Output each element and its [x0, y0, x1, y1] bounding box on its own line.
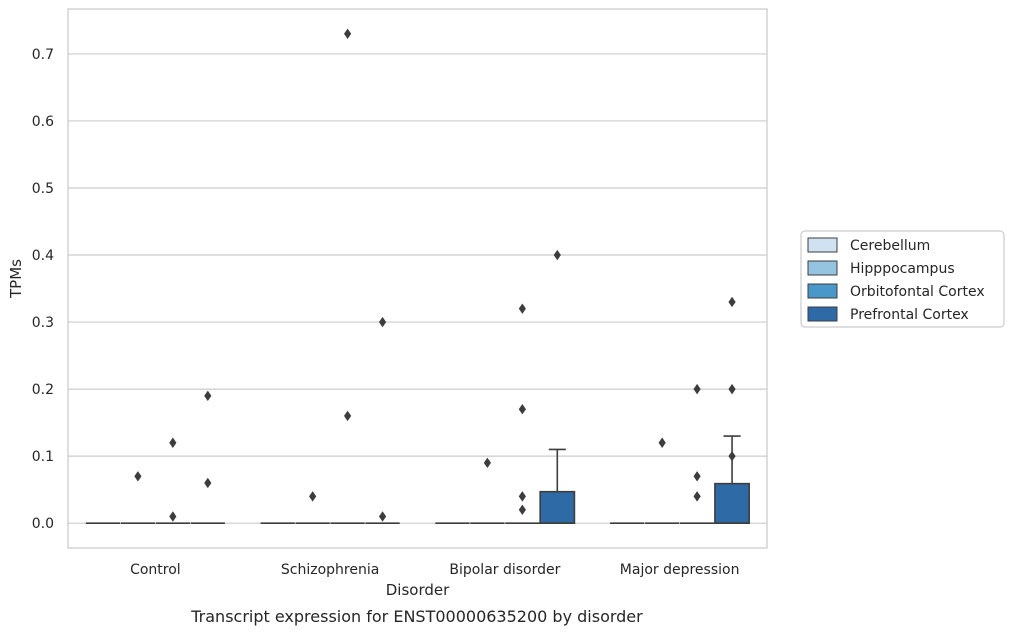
y-axis-ticks: 0.0 0.1 0.2 0.3 0.4 0.5 0.6 0.7	[32, 47, 54, 532]
outlier-point	[518, 404, 526, 415]
plot-frame	[67, 8, 768, 549]
y-tick-label: 0.7	[32, 47, 54, 63]
outlier-point	[728, 450, 736, 462]
x-axis-label: Disorder	[386, 581, 450, 599]
legend-label: Prefrontal Cortex	[850, 307, 969, 323]
outlier-point	[378, 511, 387, 522]
outlier-points	[134, 28, 736, 522]
legend-label: Cerebellum	[850, 238, 930, 254]
y-tick-label: 0.0	[32, 516, 54, 532]
y-tick-label: 0.5	[32, 181, 54, 197]
legend: Cerebellum Hipppocampus Orbitofontal Corte…	[800, 230, 1005, 328]
outlier-point	[344, 410, 352, 422]
outlier-point	[169, 437, 177, 448]
outlier-point	[518, 303, 526, 314]
x-tick-label: Control	[130, 562, 181, 578]
x-axis-ticks: Control Schizophrenia Bipolar disorder Majo…	[130, 562, 739, 578]
outlier-point	[169, 511, 177, 522]
y-tick-label: 0.4	[32, 248, 54, 264]
box	[714, 482, 750, 524]
y-tick-label: 0.2	[32, 382, 54, 398]
boxes	[85, 435, 750, 524]
legend-swatch	[807, 237, 838, 253]
outlier-point	[134, 471, 142, 482]
outlier-point	[658, 437, 666, 448]
legend-label: Hipppocampus	[850, 261, 955, 277]
outlier-point	[518, 504, 526, 515]
outlier-point	[204, 477, 212, 489]
outlier-point	[693, 471, 701, 482]
legend-swatch	[807, 260, 838, 276]
x-tick-label: Schizophrenia	[281, 562, 379, 578]
outlier-point	[693, 491, 701, 502]
outlier-point	[728, 383, 736, 395]
outlier-point	[344, 28, 352, 40]
legend-label: Orbitofontal Cortex	[850, 284, 985, 300]
outlier-point	[378, 316, 387, 328]
outlier-point	[728, 296, 736, 308]
box	[539, 490, 576, 524]
legend-swatch	[807, 306, 838, 322]
y-axis-label: TPMs	[7, 259, 25, 299]
legend-swatch	[807, 283, 838, 299]
outlier-point	[309, 491, 317, 502]
y-tick-label: 0.3	[32, 315, 54, 331]
x-tick-label: Major depression	[620, 562, 740, 578]
y-tick-label: 0.6	[32, 114, 54, 130]
legend-box	[800, 230, 1005, 328]
gridlines	[68, 53, 767, 524]
y-tick-label: 0.1	[32, 449, 54, 465]
outlier-point	[204, 390, 212, 402]
x-tick-label: Bipolar disorder	[449, 562, 560, 578]
outlier-point	[483, 457, 491, 469]
figure-caption: Transcript expression for ENST0000063520…	[190, 607, 643, 626]
outlier-point	[553, 249, 561, 261]
outlier-point	[518, 491, 526, 502]
outlier-point	[693, 383, 701, 395]
